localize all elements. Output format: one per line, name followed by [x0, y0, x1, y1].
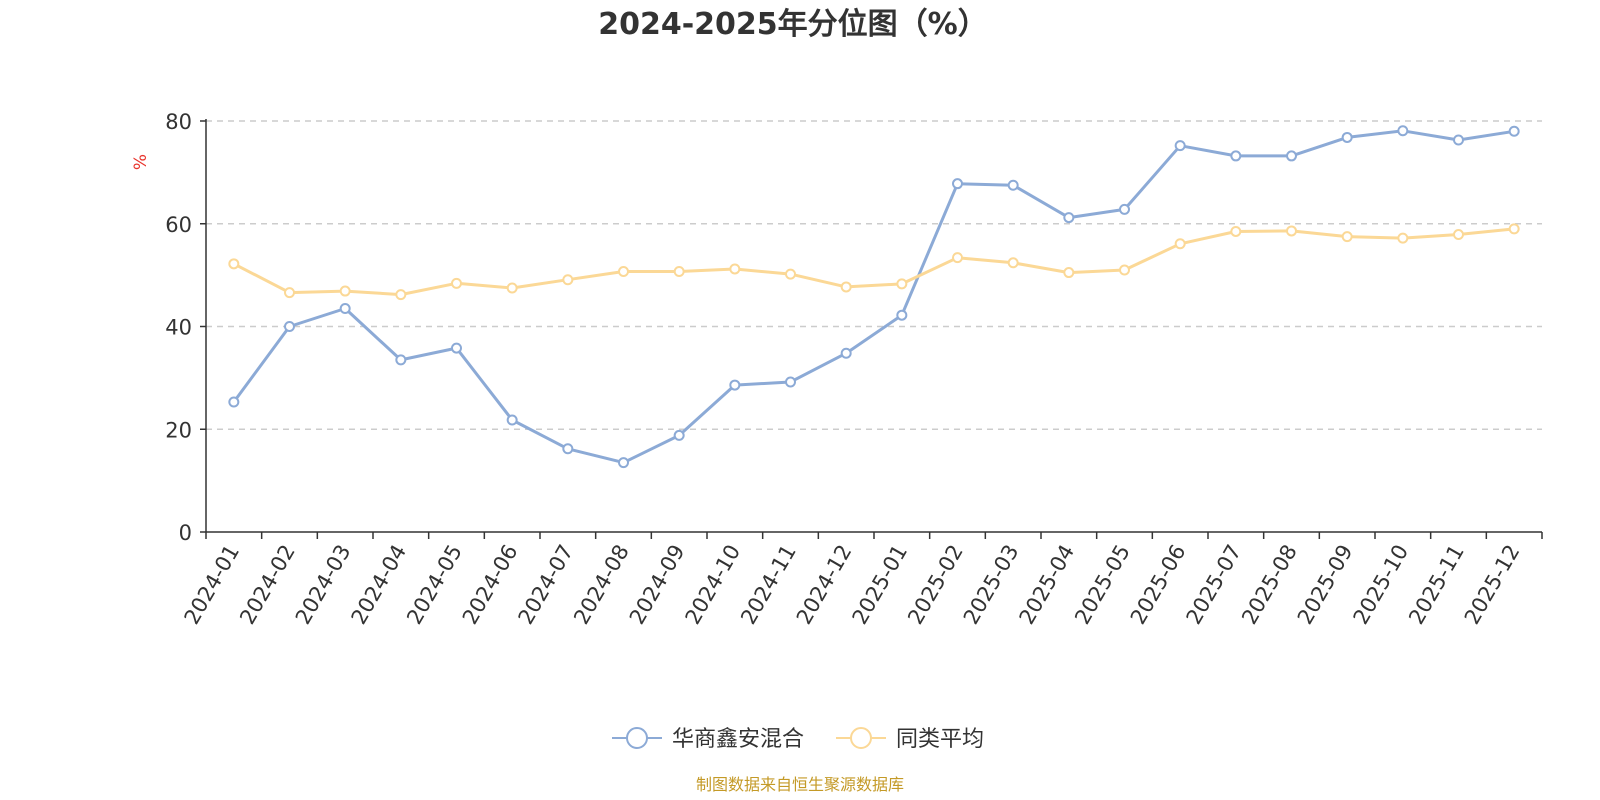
data-point-series-2-2024-12[interactable] [840, 281, 852, 293]
data-source-note: 制图数据来自恒生聚源数据库 [696, 775, 904, 794]
x-tick-label-2024-12: 2024-12 [792, 541, 857, 629]
legend-label-series-1: 华商鑫安混合 [672, 727, 804, 752]
data-point-series-2-2025-02[interactable] [952, 252, 963, 264]
data-point-series-2-2024-10[interactable] [729, 263, 741, 275]
x-tick-label-2024-08: 2024-08 [569, 541, 634, 629]
x-tick-label-2025-09: 2025-09 [1293, 541, 1358, 629]
data-point-series-1-2025-12[interactable] [1508, 125, 1520, 137]
x-tick-label-2024-11: 2024-11 [736, 541, 801, 629]
data-point-series-1-2025-08[interactable] [1286, 150, 1297, 162]
data-point-series-2-2024-11[interactable] [785, 268, 796, 280]
data-point-series-1-2024-09[interactable] [673, 429, 685, 441]
data-point-series-1-2025-09[interactable] [1341, 131, 1353, 143]
x-tick-label-2025-11: 2025-11 [1404, 541, 1469, 629]
x-tick-label-2025-08: 2025-08 [1237, 541, 1302, 629]
x-tick-label-2024-05: 2024-05 [402, 541, 467, 629]
x-tick-label-2024-04: 2024-04 [347, 541, 412, 629]
data-point-series-2-2024-02[interactable] [284, 287, 295, 299]
x-tick-label-2024-01: 2024-01 [180, 541, 245, 629]
y-tick-label-20: 20 [165, 418, 192, 442]
x-tick-label-2024-02: 2024-02 [235, 541, 300, 629]
series-lines [228, 125, 1520, 469]
legend: 华商鑫安混合 同类平均 [612, 727, 984, 752]
data-point-series-1-2025-03[interactable] [1007, 179, 1019, 191]
data-point-series-1-2024-08[interactable] [618, 457, 629, 469]
data-point-series-2-2024-07[interactable] [562, 274, 574, 286]
data-point-series-1-2025-04[interactable] [1063, 212, 1075, 224]
data-point-series-1-2024-11[interactable] [785, 376, 796, 388]
x-tick-label-2025-01: 2025-01 [848, 541, 913, 629]
data-point-series-1-2025-05[interactable] [1119, 203, 1130, 215]
chart-title: 2024-2025年分位图（%） [598, 7, 988, 42]
y-tick-label-80: 80 [165, 110, 192, 134]
x-tick-label-2025-07: 2025-07 [1182, 541, 1247, 629]
y-tick-label-60: 60 [165, 213, 192, 237]
data-point-series-2-2025-11[interactable] [1453, 229, 1464, 241]
data-point-series-1-2024-01[interactable] [228, 396, 240, 408]
data-point-series-2-2025-01[interactable] [896, 278, 908, 290]
x-tick-label-2025-06: 2025-06 [1126, 541, 1191, 629]
legend-item-series-2[interactable]: 同类平均 [836, 727, 984, 752]
data-point-series-2-2025-08[interactable] [1286, 225, 1297, 237]
data-point-series-1-2024-07[interactable] [562, 443, 574, 455]
data-point-series-1-2025-07[interactable] [1230, 150, 1242, 162]
data-point-series-2-2025-09[interactable] [1341, 231, 1353, 243]
x-tick-label-2024-03: 2024-03 [291, 541, 356, 629]
data-point-series-1-2024-04[interactable] [395, 354, 407, 366]
x-tick-label-2025-04: 2025-04 [1015, 541, 1080, 629]
data-point-series-2-2024-08[interactable] [618, 266, 629, 278]
axes: 0204060802024-012024-022024-032024-04202… [165, 110, 1543, 629]
data-point-series-2-2024-06[interactable] [506, 282, 518, 294]
data-point-series-2-2025-12[interactable] [1508, 223, 1520, 235]
data-point-series-1-2025-02[interactable] [952, 178, 963, 190]
data-point-series-2-2024-09[interactable] [673, 266, 685, 278]
x-tick-label-2024-09: 2024-09 [625, 541, 690, 629]
x-tick-label-2024-07: 2024-07 [514, 541, 579, 629]
y-tick-label-0: 0 [179, 521, 192, 545]
data-point-series-2-2025-05[interactable] [1119, 264, 1130, 276]
data-point-series-2-2024-03[interactable] [339, 285, 351, 297]
legend-item-series-1[interactable]: 华商鑫安混合 [612, 727, 804, 752]
series-line-2 [233, 227, 1515, 297]
data-point-series-2-2025-03[interactable] [1007, 257, 1019, 269]
data-point-series-1-2024-06[interactable] [506, 414, 518, 426]
data-point-series-1-2025-11[interactable] [1453, 134, 1464, 146]
data-point-series-2-2024-01[interactable] [228, 258, 240, 270]
x-tick-label-2024-10: 2024-10 [681, 541, 746, 629]
data-point-series-2-2025-06[interactable] [1174, 238, 1186, 250]
legend-marker-series-2 [850, 727, 872, 749]
data-point-series-2-2025-07[interactable] [1230, 225, 1242, 237]
grid-lines [206, 120, 1542, 430]
x-tick-label-2025-10: 2025-10 [1349, 541, 1414, 629]
data-point-series-1-2024-03[interactable] [339, 303, 351, 315]
data-point-series-1-2024-10[interactable] [729, 379, 741, 391]
data-point-series-1-2025-06[interactable] [1174, 140, 1186, 152]
data-point-series-2-2024-05[interactable] [451, 277, 462, 289]
x-tick-label-2025-12: 2025-12 [1460, 541, 1525, 629]
data-point-series-2-2025-10[interactable] [1397, 232, 1409, 244]
data-point-series-1-2024-12[interactable] [840, 347, 852, 359]
y-axis-label: % [131, 154, 151, 170]
series-line-1 [232, 129, 1515, 465]
legend-marker-series-1 [626, 727, 648, 749]
y-tick-label-40: 40 [165, 316, 192, 340]
x-tick-label-2025-02: 2025-02 [903, 541, 968, 629]
data-point-series-2-2025-04[interactable] [1063, 267, 1075, 279]
legend-label-series-2: 同类平均 [896, 727, 984, 752]
data-point-series-2-2024-04[interactable] [395, 289, 407, 301]
data-point-series-1-2025-01[interactable] [896, 309, 908, 321]
x-tick-label-2024-06: 2024-06 [458, 541, 523, 629]
data-point-series-1-2024-05[interactable] [451, 342, 462, 354]
x-tick-label-2025-05: 2025-05 [1070, 541, 1135, 629]
data-point-series-1-2024-02[interactable] [284, 321, 295, 332]
x-tick-label-2025-03: 2025-03 [959, 541, 1024, 629]
data-point-series-1-2025-10[interactable] [1397, 125, 1409, 137]
